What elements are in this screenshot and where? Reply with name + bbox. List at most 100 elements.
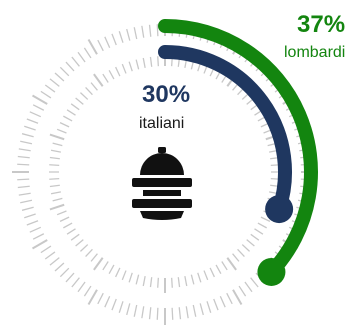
dial-tick (149, 277, 153, 288)
dial-tick (141, 25, 145, 38)
dial-tick (97, 292, 104, 305)
dial-tick (77, 51, 86, 63)
dial-tick (111, 33, 117, 46)
dial-tick (50, 191, 62, 195)
dial-tick (75, 239, 84, 247)
dial-tick (63, 115, 73, 122)
dial-tick (49, 257, 60, 266)
dial-tick (49, 133, 65, 141)
dial-tick (83, 285, 92, 297)
dial-tick (71, 277, 80, 288)
dial-tick (31, 94, 48, 105)
dial-tick (108, 70, 115, 80)
dial-tick (56, 210, 67, 216)
dial-tick (226, 292, 233, 305)
dial-tick (148, 24, 152, 37)
dial-tick (250, 233, 260, 241)
dial-tick (241, 244, 251, 252)
dial-tick (237, 248, 245, 258)
dial-tick (59, 267, 70, 278)
dial-tick (32, 104, 45, 111)
dial-tick (26, 118, 39, 124)
dial-tick (141, 306, 145, 319)
dial-tick (142, 275, 146, 287)
dial-tick (17, 163, 30, 166)
dial-tick (71, 56, 80, 67)
dial-tick (26, 220, 39, 226)
dial-tick (70, 103, 80, 111)
italiani-value-label: 30% (142, 81, 191, 108)
dial-tick (115, 66, 121, 77)
dial-tick (246, 239, 255, 247)
dial-tick (118, 301, 124, 313)
dial-tick (133, 27, 138, 40)
lombardi-series-label: lombardi (284, 44, 346, 61)
dial-tick (83, 47, 92, 59)
dial-tick (49, 178, 60, 180)
dial-tick (232, 289, 243, 306)
dial-tick (59, 66, 70, 77)
dial-tick (244, 281, 253, 293)
dial-tick (49, 203, 65, 211)
dial-tick (40, 90, 52, 99)
dial-tick (149, 56, 153, 67)
dial-tick (18, 148, 31, 152)
dial-tick (260, 216, 271, 222)
dial-tick (59, 122, 70, 128)
dial-tick (29, 226, 42, 233)
dial-tick (29, 111, 42, 118)
dial-tick (20, 140, 33, 145)
dial-tick (40, 245, 52, 254)
dial-tick (66, 228, 76, 235)
dial-tick (52, 142, 63, 147)
dial-tick (20, 199, 33, 204)
dial-tick (49, 156, 60, 160)
dial-tick (190, 274, 195, 285)
gauge-arc-italiani (158, 45, 292, 217)
dial-tick (203, 270, 209, 281)
dial-tick (157, 56, 159, 67)
dial-tick (102, 261, 109, 271)
dial-tick (104, 295, 111, 308)
dial-tick (54, 72, 65, 82)
dial-tick (17, 178, 30, 181)
dial-tick (44, 251, 56, 260)
dial-tick (31, 239, 48, 250)
gauge-bars (158, 19, 318, 286)
dial-tick (70, 233, 80, 241)
dial-tick (121, 63, 127, 74)
dial-tick (206, 301, 212, 313)
dial-tick (133, 304, 138, 317)
dial-tick (257, 222, 267, 229)
dial-tick (254, 228, 264, 235)
dial-tick (126, 303, 131, 316)
dial-tick (56, 128, 67, 134)
dial-tick (221, 261, 228, 271)
dial-tick (79, 92, 89, 100)
dial-tick (49, 184, 60, 188)
dial-tick (90, 253, 98, 262)
dial-tick (87, 38, 98, 55)
dial-tick (250, 277, 259, 288)
fire-helmet-icon (132, 147, 192, 220)
dial-tick (111, 298, 117, 311)
lombardi-value-label: 37% (297, 11, 346, 38)
italiani-series-label: italiani (139, 115, 185, 132)
dial-tick (65, 272, 75, 283)
dial-tick (108, 264, 115, 274)
dial-tick (185, 306, 189, 319)
dial-tick (238, 285, 247, 297)
dial-tick (148, 307, 152, 320)
dial-tick (171, 277, 173, 288)
gauge-endpoint-lombardi (257, 257, 286, 286)
dial-tick (21, 133, 34, 138)
dial-tick (85, 248, 93, 258)
dial-tick (85, 86, 93, 96)
dial-tick (24, 125, 36, 131)
dial-tick (118, 31, 124, 43)
dial-tick (17, 185, 30, 189)
dial-tick (97, 39, 104, 52)
gauge-endpoint-italiani (265, 195, 294, 224)
dial-tick (142, 57, 146, 69)
